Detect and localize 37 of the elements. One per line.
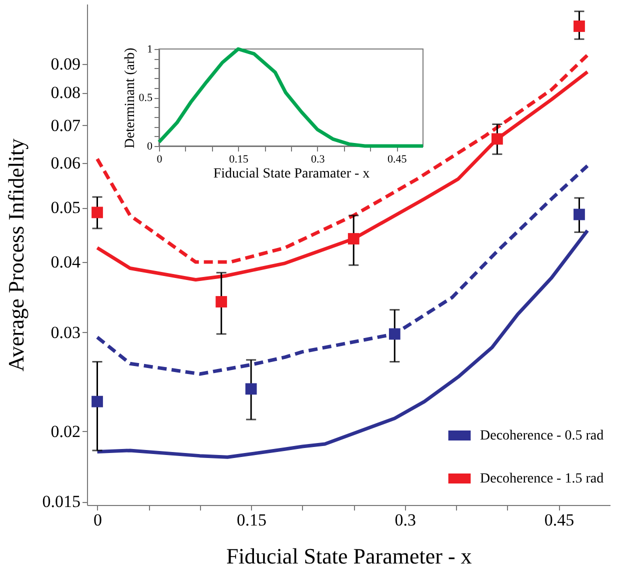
y-tick-label: 0 — [147, 140, 153, 152]
point — [92, 206, 103, 218]
line-series — [96, 164, 590, 376]
x-tick-label: 0.3 — [394, 510, 416, 530]
legend-label: Decoherence - 1.5 rad — [480, 472, 604, 486]
x-tick-label: 0 — [94, 510, 102, 530]
x-tick-label: 0.15 — [229, 154, 249, 166]
point — [574, 20, 585, 32]
y-tick-label: 0.06 — [50, 153, 80, 172]
y-tick-label: 0.09 — [50, 54, 80, 74]
y-tick-label: 0.04 — [50, 252, 81, 272]
legend-label: Decoherence - 0.5 rad — [480, 428, 604, 444]
point — [388, 328, 400, 340]
point — [574, 208, 585, 220]
point — [245, 383, 257, 395]
x-tick-label: 0.15 — [236, 510, 266, 530]
x-axis-title: Fiducial State Parameter - x — [226, 544, 472, 568]
y-tick-label: 0.07 — [50, 116, 81, 135]
x-tick-label: 0.3 — [311, 154, 326, 166]
y-tick-label: 1 — [147, 44, 152, 56]
y-axis-title: Average Process Infidelity — [3, 138, 28, 372]
y-tick-label: 0.015 — [42, 492, 80, 512]
y-tick-label: 0.05 — [50, 198, 80, 218]
line-series — [157, 47, 425, 148]
y-axis-title: Determinant (arb) — [122, 47, 138, 148]
y-tick-label: 0.08 — [50, 83, 80, 102]
x-tick-label: 0 — [156, 154, 163, 166]
point — [92, 396, 103, 408]
x-axis-title: Fiducial State Paramater - x — [213, 166, 370, 182]
x-tick-label: 0.45 — [544, 510, 574, 530]
y-tick-label: 0.02 — [50, 422, 80, 441]
x-tick-label: 0.45 — [387, 154, 408, 166]
y-tick-label: 0.5 — [138, 92, 153, 104]
point — [216, 296, 228, 308]
point — [491, 133, 503, 145]
y-tick-label: 0.03 — [50, 322, 80, 342]
point — [348, 233, 360, 244]
